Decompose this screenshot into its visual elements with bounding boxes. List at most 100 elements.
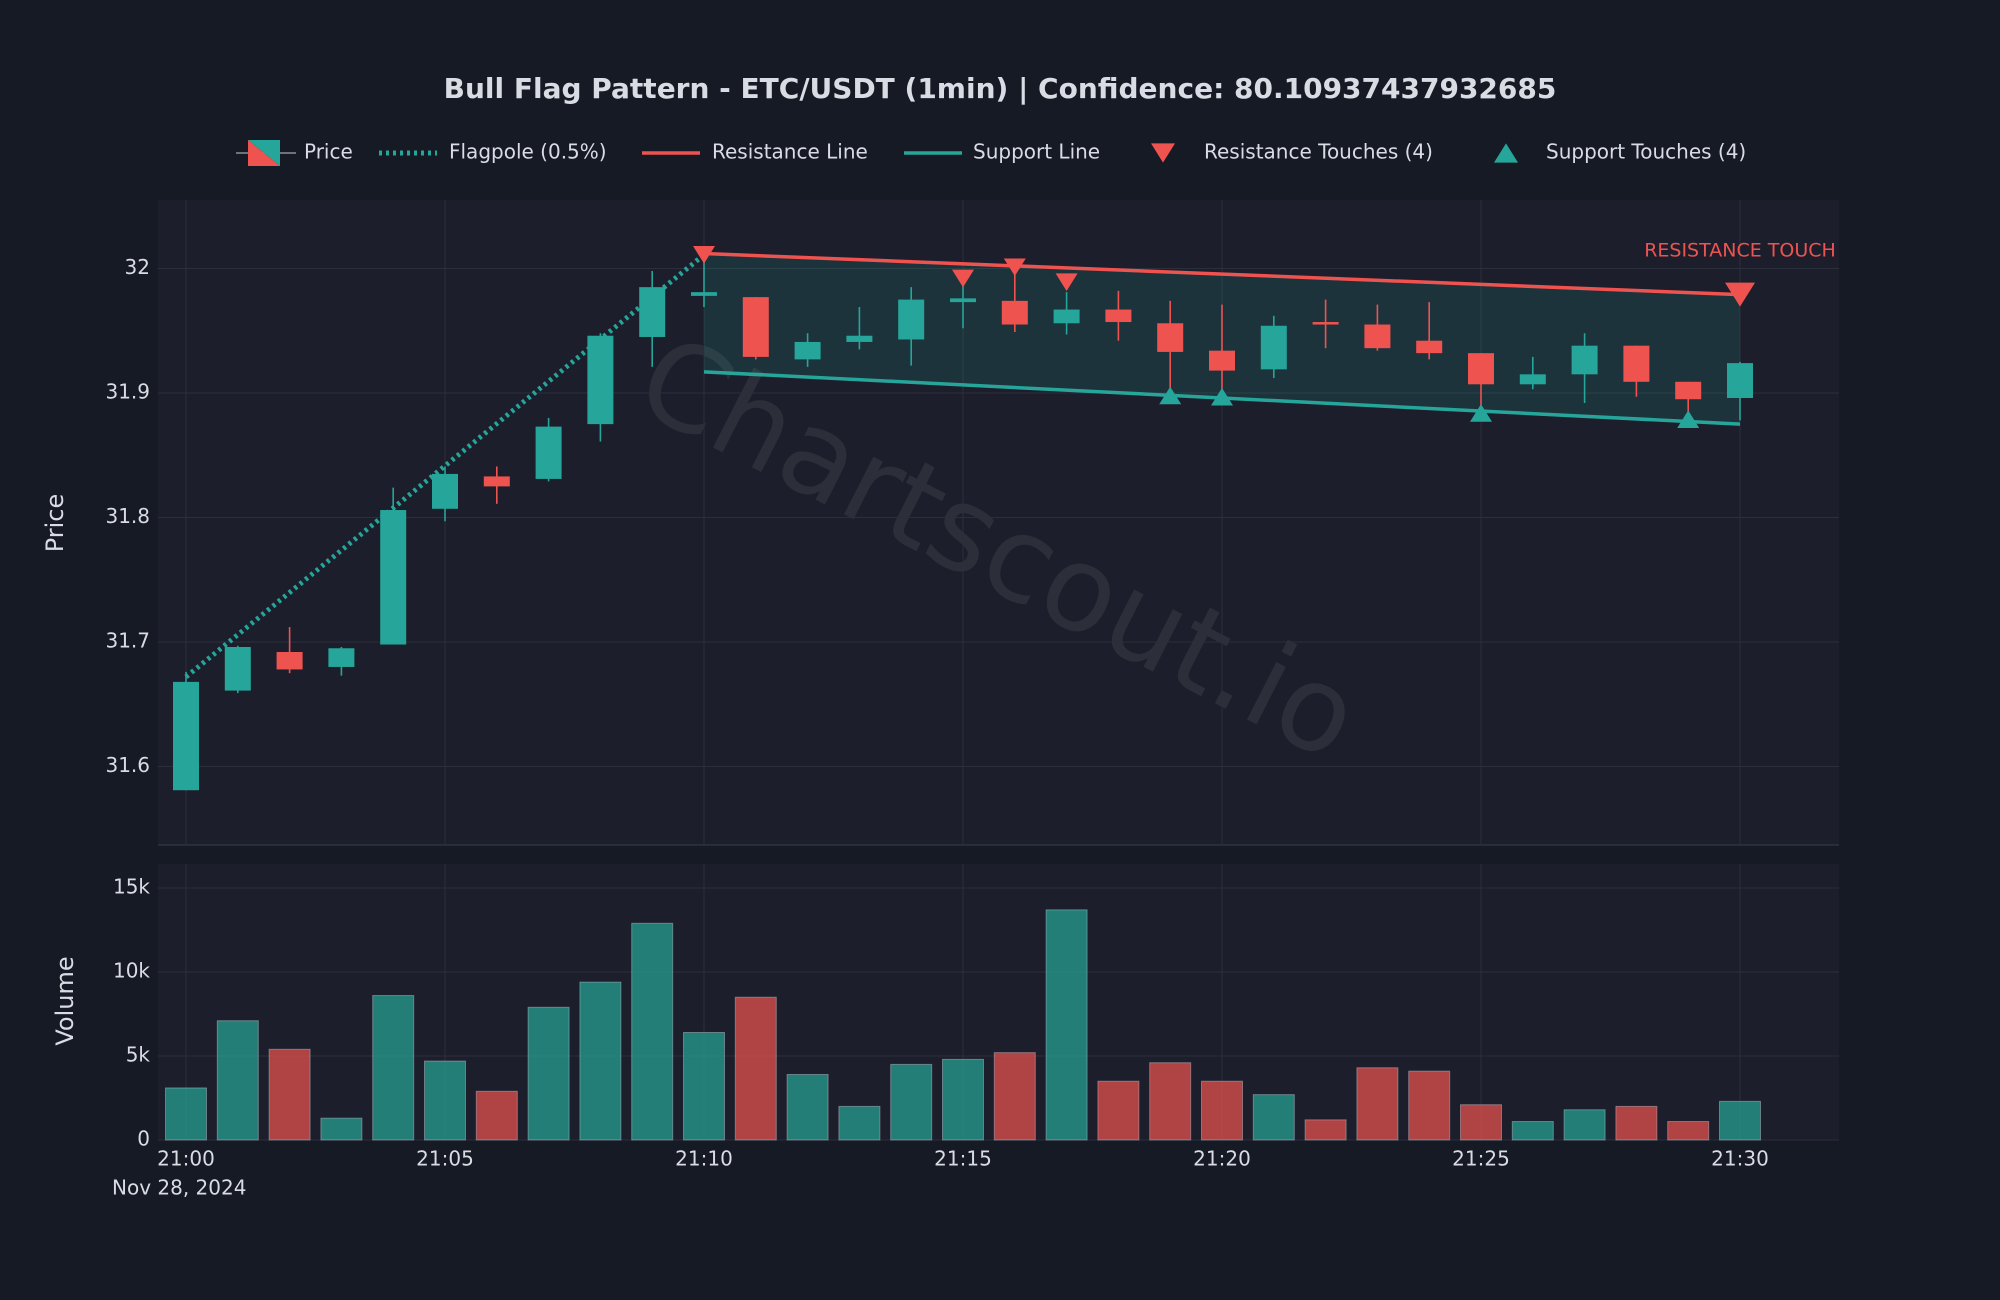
chart-title: Bull Flag Pattern - ETC/USDT (1min) | Co… [444,72,1557,105]
candle-body [1001,300,1028,325]
volume-bar [1460,1104,1502,1141]
candle-body [1675,381,1702,400]
candle-body [432,473,458,509]
candle-body [1727,363,1753,398]
legend-icon [1494,143,1518,163]
volume-bar [1563,1109,1606,1141]
candle-body [1157,323,1184,352]
volume-bar [1667,1121,1710,1141]
volume-bar [942,1058,984,1141]
volume-bar [424,1060,466,1141]
touch-marker [693,245,715,264]
legend-label: Resistance Line [712,140,868,164]
volume-bar [1201,1080,1243,1141]
legend-label: Price [304,140,353,164]
legend-label: Flagpole (0.5%) [449,140,607,164]
candle-body [794,341,821,360]
y-tick-label: 31.9 [105,380,150,404]
volume-tick-label: 15k [113,875,150,899]
price-plot-area [158,200,1839,845]
x-tick-label: 21:10 [675,1147,733,1171]
y-tick-label: 31.6 [105,753,150,777]
candle-body [1260,325,1287,370]
volume-bar [786,1073,829,1141]
y-tick-label: 31.7 [105,629,150,653]
volume-bar [216,1020,259,1141]
x-tick-label: 21:15 [934,1147,992,1171]
candle-body [1571,345,1598,375]
volume-bar [1304,1119,1347,1141]
volume-bar [579,981,622,1141]
candle-body [1519,374,1546,385]
volume-axis-label: Volume [51,956,79,1045]
volume-bar [838,1105,881,1141]
touch-marker [1470,404,1492,422]
volume-bar [1045,909,1088,1141]
volume-bar [1511,1121,1554,1141]
y-tick-label: 32 [125,255,150,279]
candle-body [898,299,925,340]
x-tick-label: 21:05 [416,1147,474,1171]
candle-body [1105,309,1132,323]
candle-body [1209,350,1235,371]
volume-bar [1097,1080,1140,1141]
volume-bar [1252,1094,1295,1141]
annotation-text: RESISTANCE TOUCH [1644,240,1836,262]
volume-tick-label: 5k [126,1043,151,1067]
legend-label: Support Touches (4) [1546,140,1746,164]
legend: Price Flagpole (0.5%) Resistance Line Suppo… [236,140,1746,166]
candle-body [224,647,251,691]
candle-body [173,681,199,791]
annotation-marker [1725,282,1755,307]
legend-icon [1151,143,1175,163]
x-tick-label: 21:25 [1452,1147,1510,1171]
date-label: Nov 28, 2024 [112,1176,246,1200]
legend-label: Support Line [973,140,1100,164]
volume-bar [683,1031,725,1141]
volume-bar [527,1006,570,1141]
y-tick-label: 31.8 [105,504,150,528]
volume-bar [1719,1100,1761,1141]
touch-marker [1003,258,1026,277]
legend-label: Resistance Touches (4) [1204,140,1433,164]
candle-body [380,510,407,645]
volume-tick-label: 0 [137,1127,150,1151]
volume-bar [890,1063,933,1141]
candle-body [328,648,355,667]
candle-body [1312,322,1339,325]
x-tick-label: 21:20 [1193,1147,1251,1171]
volume-bar [372,995,415,1141]
volume-bar [268,1048,311,1141]
candle-body [742,297,769,357]
volume-bar [1408,1070,1451,1141]
volume-bar [1149,1062,1192,1141]
volume-bar [734,996,777,1141]
touch-marker [1055,273,1078,291]
volume-bar [475,1090,518,1141]
touch-marker [1677,410,1700,428]
volume-bar [993,1052,1036,1141]
candle-body [1416,340,1443,354]
candle-body [1053,309,1080,324]
candle-body [276,651,303,670]
candle-body [1623,345,1650,382]
candle-body [587,335,614,425]
touch-marker [1159,386,1182,405]
volume-bar [631,922,674,1141]
touch-marker [1211,387,1233,406]
volume-tick-label: 10k [113,959,150,983]
touch-marker [952,269,974,288]
candle-body [535,426,562,479]
trend-line [703,251,1741,297]
y-axis-label: Price [41,494,69,553]
candle-body [483,476,510,487]
volume-bar [320,1117,363,1141]
candle-body [691,292,717,296]
volume-bar [1615,1105,1658,1141]
volume-bar [1356,1067,1399,1141]
candle-body [950,298,976,303]
legend-icon [248,140,280,166]
x-tick-label: 21:00 [157,1147,215,1171]
candle-body [1364,324,1391,349]
